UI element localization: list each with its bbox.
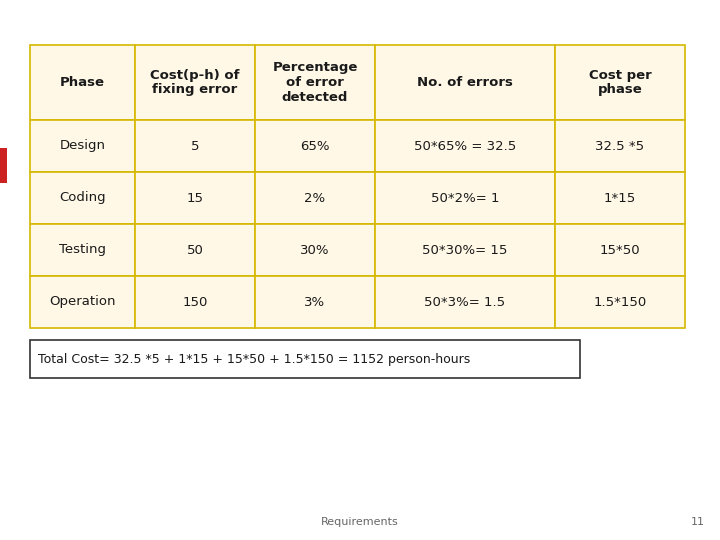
Bar (135, 172, 255, 224)
Text: No. of errors: No. of errors (417, 76, 513, 89)
Text: Requirements: Requirements (321, 517, 399, 527)
Text: Operation: Operation (49, 295, 116, 308)
Text: 50*2%= 1: 50*2%= 1 (431, 192, 499, 205)
Text: 1*15: 1*15 (604, 192, 636, 205)
Text: 3%: 3% (305, 295, 325, 308)
Bar (375, 120, 555, 172)
Text: 5: 5 (191, 139, 199, 152)
Bar (135, 120, 255, 172)
Text: 15: 15 (186, 192, 204, 205)
Text: Total Cost= 32.5 *5 + 1*15 + 15*50 + 1.5*150 = 1152 person-hours: Total Cost= 32.5 *5 + 1*15 + 15*50 + 1.5… (38, 353, 470, 366)
Text: 1.5*150: 1.5*150 (593, 295, 647, 308)
Text: Percentage
of error
detected: Percentage of error detected (272, 61, 358, 104)
Bar (135, 45, 255, 120)
Bar (30, 276, 135, 328)
Bar (255, 224, 375, 276)
Text: 50*30%= 15: 50*30%= 15 (423, 244, 508, 256)
Text: Coding: Coding (59, 192, 106, 205)
Text: 150: 150 (182, 295, 207, 308)
Text: 2%: 2% (305, 192, 325, 205)
Text: 11: 11 (691, 517, 705, 527)
Bar (555, 172, 685, 224)
Bar (255, 172, 375, 224)
Text: Cost(p-h) of
fixing error: Cost(p-h) of fixing error (150, 69, 240, 97)
Bar (30, 224, 135, 276)
Text: 30%: 30% (300, 244, 330, 256)
Bar (0, 148, 7, 183)
Bar (255, 276, 375, 328)
Bar (30, 120, 135, 172)
Bar (555, 45, 685, 120)
Bar (30, 340, 580, 378)
Bar (30, 45, 135, 120)
Text: 65%: 65% (300, 139, 330, 152)
Bar (375, 45, 555, 120)
Text: 15*50: 15*50 (600, 244, 640, 256)
Bar (255, 120, 375, 172)
Text: 32.5 *5: 32.5 *5 (595, 139, 644, 152)
Text: 50: 50 (186, 244, 204, 256)
Text: Cost per
phase: Cost per phase (589, 69, 652, 97)
Text: 50*3%= 1.5: 50*3%= 1.5 (424, 295, 505, 308)
Bar (375, 172, 555, 224)
Bar (30, 172, 135, 224)
Text: Phase: Phase (60, 76, 105, 89)
Bar (255, 45, 375, 120)
Text: Design: Design (60, 139, 106, 152)
Bar (135, 276, 255, 328)
Bar (375, 224, 555, 276)
Bar (135, 224, 255, 276)
Bar (555, 224, 685, 276)
Text: 50*65% = 32.5: 50*65% = 32.5 (414, 139, 516, 152)
Bar (555, 120, 685, 172)
Bar (375, 276, 555, 328)
Bar (555, 276, 685, 328)
Text: Testing: Testing (59, 244, 106, 256)
